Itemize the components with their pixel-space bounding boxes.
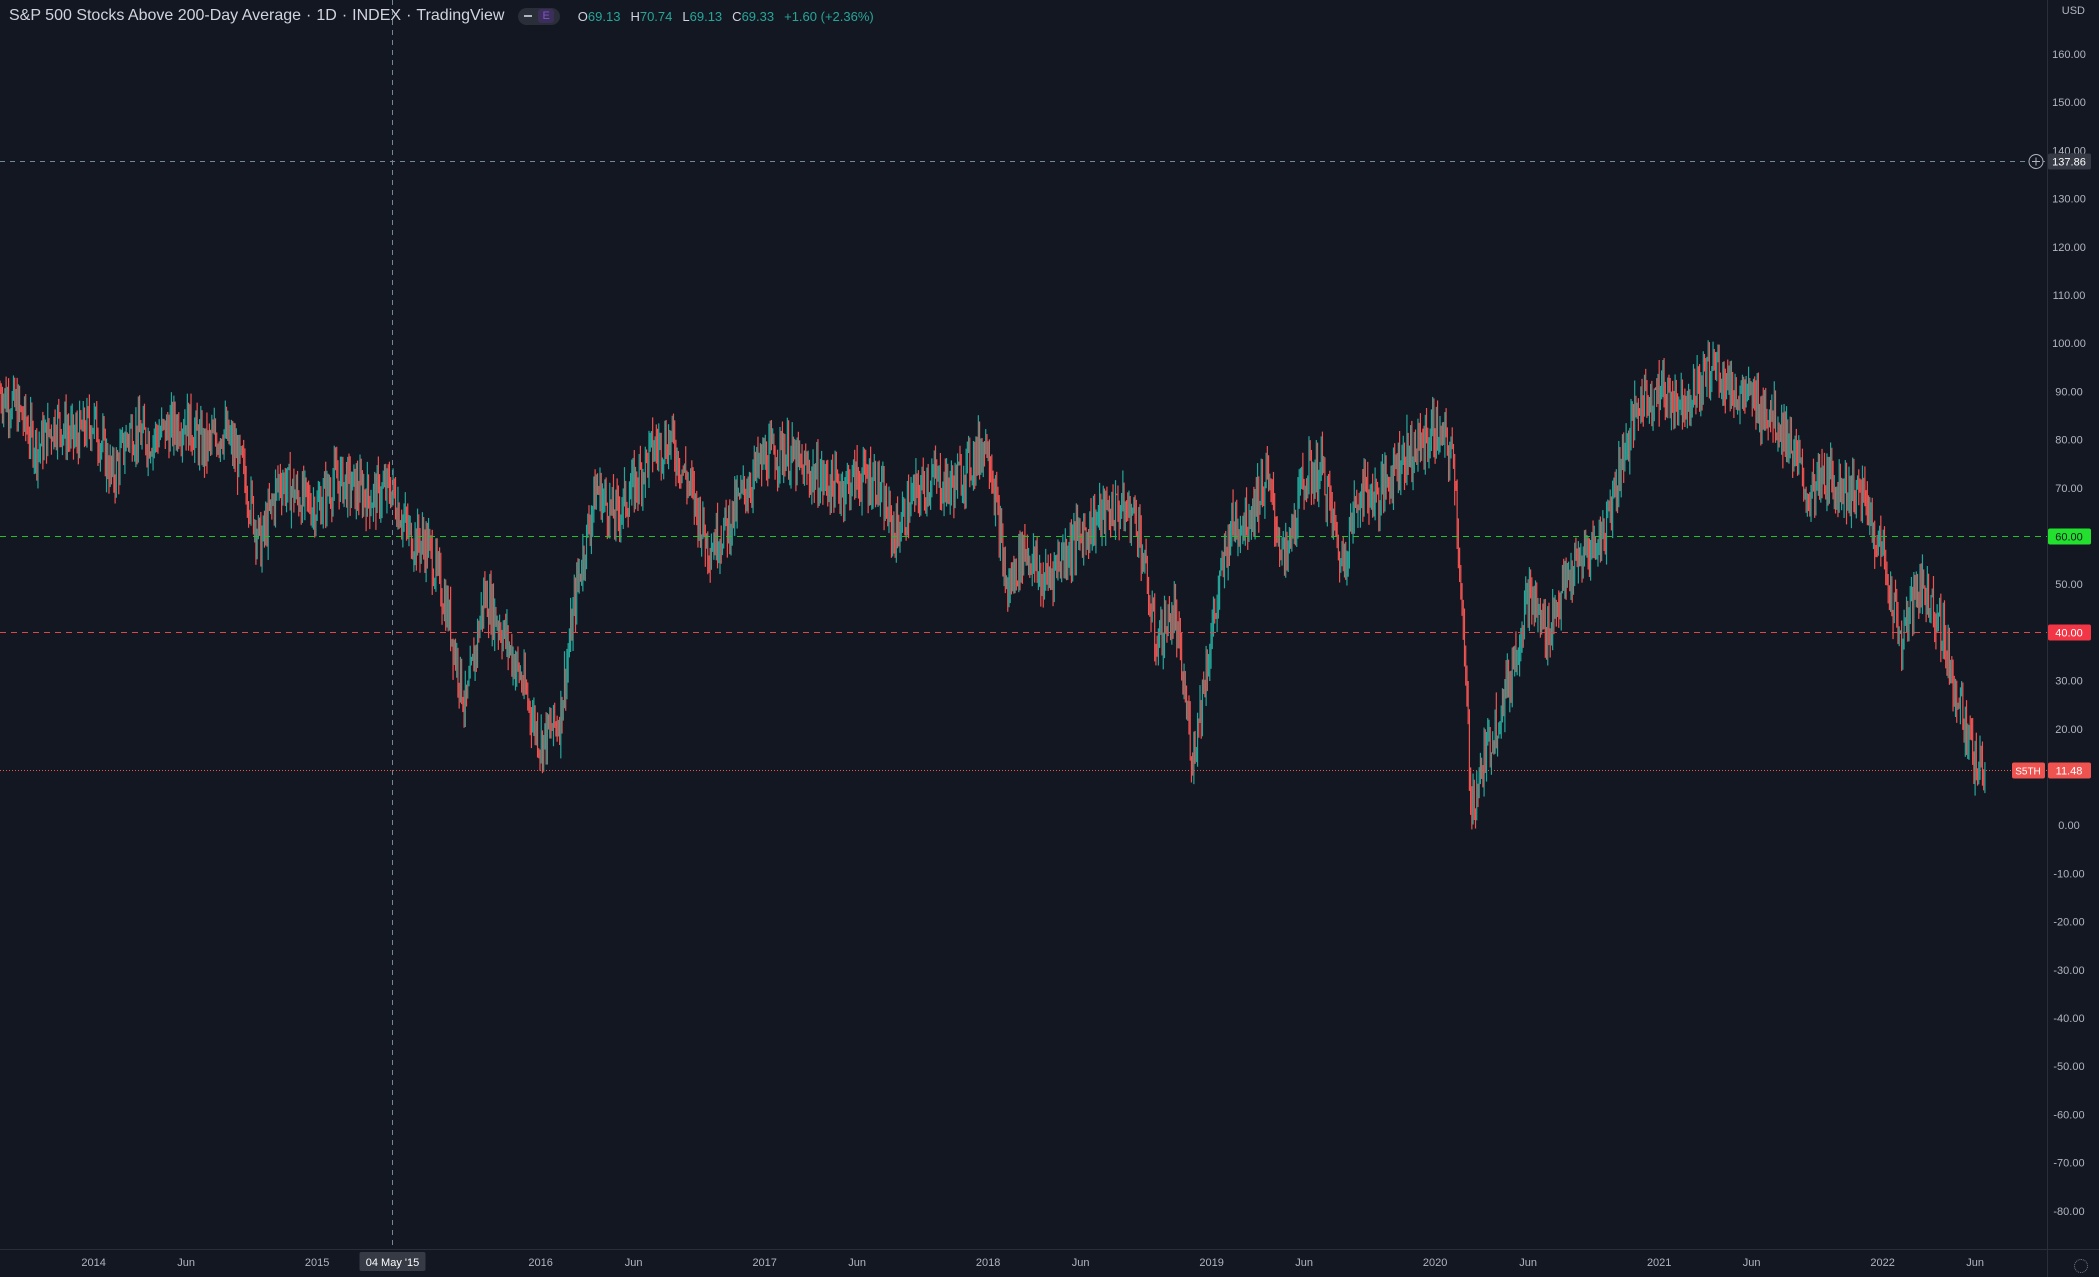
price-tick-label: 90.00 xyxy=(2055,386,2083,398)
level-price-badge xyxy=(2048,528,2091,545)
price-tick-label: -20.00 xyxy=(2053,917,2084,929)
price-tick-label: -50.00 xyxy=(2053,1061,2084,1073)
price-tick-label: 80.00 xyxy=(2055,435,2083,447)
time-tick-label: 2020 xyxy=(1423,1257,1447,1269)
symbol-tag-label: S5TH xyxy=(2015,767,2041,778)
time-tick-label: Jun xyxy=(1743,1257,1761,1269)
price-tick-label: -30.00 xyxy=(2053,965,2084,977)
time-tick-label: 2014 xyxy=(81,1257,105,1269)
price-tick-label: -70.00 xyxy=(2053,1158,2084,1170)
separator-dot: · xyxy=(306,7,312,24)
axis-badges: 60.00 40.00 S5TH 11.48 137.86 04 May '15 xyxy=(359,153,2091,1271)
price-tick-label: 150.00 xyxy=(2052,97,2086,109)
open-value: O69.13 xyxy=(577,8,621,24)
price-tick-label: 0.00 xyxy=(2058,820,2079,832)
time-tick-label: 2022 xyxy=(1870,1257,1894,1269)
level-price-badge xyxy=(2048,624,2091,641)
crosshair-date-label: 04 May '15 xyxy=(366,1257,419,1269)
last-price-badge xyxy=(2048,762,2091,779)
ohlc-values: O69.13 H70.74 L69.13 C69.33 +1.60 (+2.36… xyxy=(578,9,874,24)
close-value: C69.33 xyxy=(732,8,775,24)
symbol-tag-badge xyxy=(2012,762,2045,779)
time-tick-label: 2016 xyxy=(528,1257,552,1269)
time-tick-label: 2017 xyxy=(752,1257,776,1269)
low-value: L69.13 xyxy=(682,8,723,24)
crosshair-price-label: 137.86 xyxy=(2052,157,2086,169)
separator-dot: · xyxy=(406,7,412,24)
source-label: TradingView xyxy=(416,7,505,24)
collapse-icon[interactable] xyxy=(524,15,533,17)
price-tick-label: -40.00 xyxy=(2053,1013,2084,1025)
price-tick-label: 100.00 xyxy=(2052,338,2086,350)
price-tick-label: 110.00 xyxy=(2053,290,2086,302)
time-tick-label: Jun xyxy=(1519,1257,1537,1269)
time-tick-label: Jun xyxy=(177,1257,195,1269)
exchange-label: INDEX xyxy=(352,7,402,24)
time-tick-label: 2015 xyxy=(305,1257,329,1269)
currency-selector[interactable]: USD xyxy=(2061,5,2085,17)
price-tick-label: -60.00 xyxy=(2053,1109,2084,1121)
chart-legend-header: S&P 500 Stocks Above 200-Day Average · 1… xyxy=(9,4,874,28)
last-price-label: 11.48 xyxy=(2056,766,2083,778)
price-tick-label: 120.00 xyxy=(2052,242,2086,254)
price-tick-label: 50.00 xyxy=(2055,579,2083,591)
symbol-title[interactable]: S&P 500 Stocks Above 200-Day Average xyxy=(9,7,302,24)
candles-layer xyxy=(0,340,1986,830)
time-tick-label: 2021 xyxy=(1647,1257,1671,1269)
price-tick-label: -10.00 xyxy=(2053,868,2084,880)
legend-toggle-pill[interactable]: E xyxy=(518,7,560,25)
level-price-label: 40.00 xyxy=(2055,628,2083,640)
interval-label[interactable]: 1D xyxy=(316,7,337,24)
levels-layer xyxy=(0,536,2047,771)
price-tick-label: 30.00 xyxy=(2055,676,2083,688)
time-tick-label: Jun xyxy=(1072,1257,1090,1269)
crosshair-date-badge xyxy=(359,1252,426,1271)
time-tick-label: Jun xyxy=(1966,1257,1984,1269)
time-tick-label: 2019 xyxy=(1199,1257,1223,1269)
separator-dot: · xyxy=(341,7,348,24)
price-tick-label: 70.00 xyxy=(2055,483,2083,495)
crosshair-price-badge xyxy=(2048,153,2091,170)
time-axis[interactable]: 2014 Jun 2015 2016 Jun 2017 Jun 2018 Jun 2019 Jun 2… xyxy=(81,1257,1984,1269)
time-tick-label: 2018 xyxy=(976,1257,1000,1269)
price-axis[interactable]: 160.00150.00140.00130.00120.00110.00100.… xyxy=(2052,49,2086,1218)
time-tick-label: Jun xyxy=(848,1257,866,1269)
time-tick-label: Jun xyxy=(625,1257,643,1269)
price-tick-label: -80.00 xyxy=(2053,1206,2084,1218)
time-tick-label: Jun xyxy=(1295,1257,1313,1269)
level-price-label: 60.00 xyxy=(2055,532,2083,544)
chart-settings-icon[interactable] xyxy=(2074,1259,2088,1273)
crosshair xyxy=(0,0,2047,1249)
earnings-badge[interactable]: E xyxy=(538,9,554,23)
high-value: H70.74 xyxy=(630,8,673,24)
price-tick-label: 160.00 xyxy=(2052,49,2086,61)
change-value: +1.60 (+2.36%) xyxy=(784,8,874,24)
price-tick-label: 130.00 xyxy=(2052,194,2086,206)
price-tick-label: 20.00 xyxy=(2055,724,2083,736)
